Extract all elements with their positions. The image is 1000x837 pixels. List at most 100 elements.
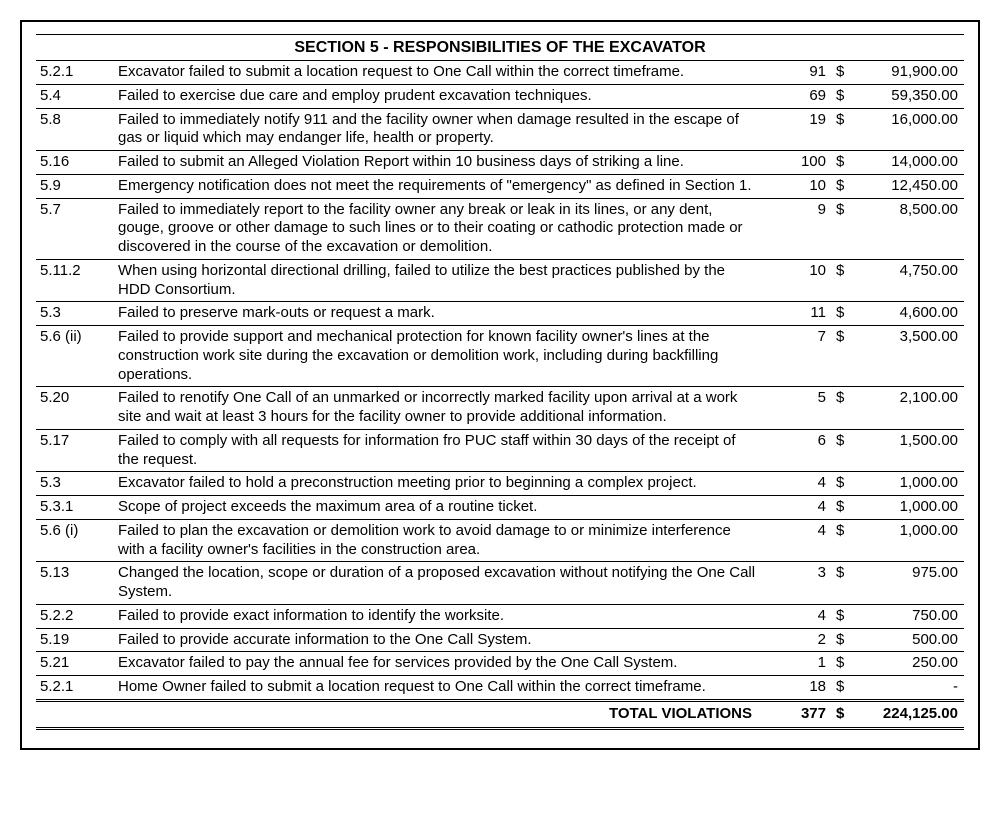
violation-code: 5.13	[36, 562, 114, 605]
table-row: 5.17Failed to comply with all requests f…	[36, 429, 964, 472]
table-row: 5.11.2When using horizontal directional …	[36, 259, 964, 302]
violation-amount: 4,750.00	[854, 259, 964, 302]
document-frame: SECTION 5 - RESPONSIBILITIES OF THE EXCA…	[20, 20, 980, 750]
violation-amount: 12,450.00	[854, 174, 964, 198]
violation-code: 5.7	[36, 198, 114, 259]
violation-description: Failed to comply with all requests for i…	[114, 429, 762, 472]
violation-count: 9	[762, 198, 832, 259]
violation-description: Scope of project exceeds the maximum are…	[114, 496, 762, 520]
currency-symbol: $	[832, 604, 854, 628]
violation-description: Failed to provide support and mechanical…	[114, 326, 762, 387]
violation-amount: 8,500.00	[854, 198, 964, 259]
violation-code: 5.3.1	[36, 496, 114, 520]
violation-code: 5.8	[36, 108, 114, 151]
table-row: 5.2.2Failed to provide exact information…	[36, 604, 964, 628]
currency-symbol: $	[832, 652, 854, 676]
violation-count: 4	[762, 472, 832, 496]
violation-description: Failed to immediately report to the faci…	[114, 198, 762, 259]
violation-amount: 1,000.00	[854, 472, 964, 496]
violation-count: 10	[762, 259, 832, 302]
currency-symbol: $	[832, 302, 854, 326]
violation-code: 5.16	[36, 151, 114, 175]
total-row: TOTAL VIOLATIONS377$224,125.00	[36, 700, 964, 728]
violation-amount: 3,500.00	[854, 326, 964, 387]
violation-code: 5.21	[36, 652, 114, 676]
currency-symbol: $	[832, 326, 854, 387]
currency-symbol: $	[832, 429, 854, 472]
violation-code: 5.17	[36, 429, 114, 472]
violation-description: Failed to immediately notify 911 and the…	[114, 108, 762, 151]
table-row: 5.4Failed to exercise due care and emplo…	[36, 84, 964, 108]
currency-symbol: $	[832, 496, 854, 520]
table-row: 5.3Failed to preserve mark-outs or reque…	[36, 302, 964, 326]
violation-amount: 59,350.00	[854, 84, 964, 108]
table-row: 5.9Emergency notification does not meet …	[36, 174, 964, 198]
violation-description: Failed to preserve mark-outs or request …	[114, 302, 762, 326]
violation-count: 18	[762, 676, 832, 701]
violation-code: 5.2.2	[36, 604, 114, 628]
violations-table: SECTION 5 - RESPONSIBILITIES OF THE EXCA…	[36, 34, 964, 730]
table-row: 5.21Excavator failed to pay the annual f…	[36, 652, 964, 676]
violation-code: 5.2.1	[36, 676, 114, 701]
violation-count: 4	[762, 496, 832, 520]
table-row: 5.2.1Excavator failed to submit a locati…	[36, 61, 964, 85]
violation-count: 1	[762, 652, 832, 676]
violation-description: Failed to provide exact information to i…	[114, 604, 762, 628]
violation-count: 4	[762, 519, 832, 562]
currency-symbol: $	[832, 562, 854, 605]
violation-amount: 500.00	[854, 628, 964, 652]
violation-amount: 16,000.00	[854, 108, 964, 151]
violation-description: Failed to renotify One Call of an unmark…	[114, 387, 762, 430]
violation-description: Failed to exercise due care and employ p…	[114, 84, 762, 108]
total-amount: 224,125.00	[854, 700, 964, 728]
table-row: 5.20Failed to renotify One Call of an un…	[36, 387, 964, 430]
violation-amount: 14,000.00	[854, 151, 964, 175]
table-row: 5.6 (ii)Failed to provide support and me…	[36, 326, 964, 387]
violation-description: Changed the location, scope or duration …	[114, 562, 762, 605]
table-row: 5.16Failed to submit an Alleged Violatio…	[36, 151, 964, 175]
violation-amount: 1,500.00	[854, 429, 964, 472]
violation-amount: 975.00	[854, 562, 964, 605]
section-header: SECTION 5 - RESPONSIBILITIES OF THE EXCA…	[36, 35, 964, 61]
currency-symbol: $	[832, 174, 854, 198]
violation-description: When using horizontal directional drilli…	[114, 259, 762, 302]
violation-code: 5.19	[36, 628, 114, 652]
violation-description: Excavator failed to submit a location re…	[114, 61, 762, 85]
violation-count: 7	[762, 326, 832, 387]
violation-code: 5.20	[36, 387, 114, 430]
violation-count: 3	[762, 562, 832, 605]
violation-amount: 250.00	[854, 652, 964, 676]
currency-symbol: $	[832, 259, 854, 302]
violation-amount: -	[854, 676, 964, 701]
table-row: 5.2.1Home Owner failed to submit a locat…	[36, 676, 964, 701]
violation-code: 5.6 (i)	[36, 519, 114, 562]
currency-symbol: $	[832, 519, 854, 562]
table-row: 5.19Failed to provide accurate informati…	[36, 628, 964, 652]
currency-symbol: $	[832, 472, 854, 496]
currency-symbol: $	[832, 61, 854, 85]
violation-amount: 1,000.00	[854, 519, 964, 562]
currency-symbol: $	[832, 628, 854, 652]
violation-count: 4	[762, 604, 832, 628]
violation-count: 19	[762, 108, 832, 151]
violation-code: 5.3	[36, 472, 114, 496]
currency-symbol: $	[832, 387, 854, 430]
violation-code: 5.9	[36, 174, 114, 198]
violation-count: 6	[762, 429, 832, 472]
violation-description: Failed to plan the excavation or demolit…	[114, 519, 762, 562]
currency-symbol: $	[832, 84, 854, 108]
violation-amount: 1,000.00	[854, 496, 964, 520]
violation-description: Excavator failed to pay the annual fee f…	[114, 652, 762, 676]
table-row: 5.8Failed to immediately notify 911 and …	[36, 108, 964, 151]
violation-count: 100	[762, 151, 832, 175]
violation-description: Failed to submit an Alleged Violation Re…	[114, 151, 762, 175]
currency-symbol: $	[832, 700, 854, 728]
violation-count: 69	[762, 84, 832, 108]
currency-symbol: $	[832, 198, 854, 259]
violation-code: 5.3	[36, 302, 114, 326]
violation-count: 5	[762, 387, 832, 430]
violation-count: 2	[762, 628, 832, 652]
violation-code: 5.4	[36, 84, 114, 108]
table-row: 5.6 (i)Failed to plan the excavation or …	[36, 519, 964, 562]
violation-description: Home Owner failed to submit a location r…	[114, 676, 762, 701]
